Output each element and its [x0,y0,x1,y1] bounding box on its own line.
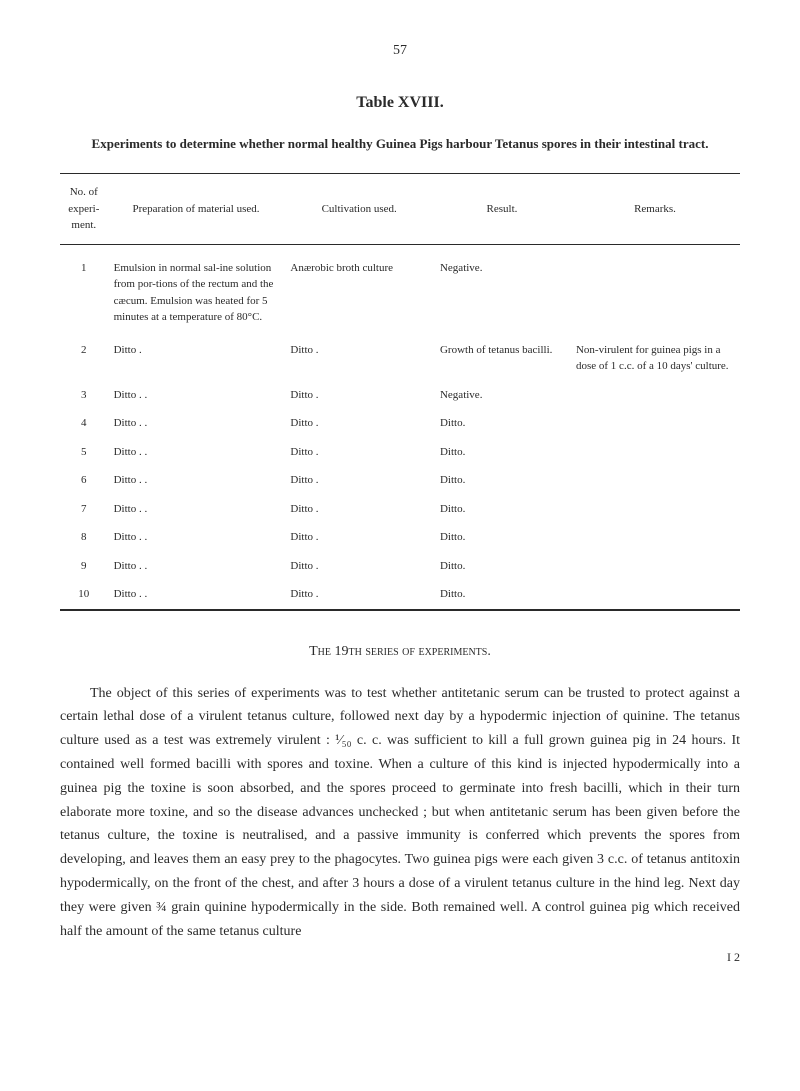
cell-remarks [570,552,740,581]
cell-prep: Ditto . . [108,495,285,524]
table-row: 8 Ditto . . Ditto . Ditto. [60,523,740,552]
cell-no: 1 [60,244,108,336]
cell-prep: Ditto . . [108,438,285,467]
cell-prep: Ditto . . [108,523,285,552]
table-row: 1 Emulsion in normal sal-ine solution fr… [60,244,740,336]
cell-cult: Ditto . [284,523,434,552]
cell-cult: Anærobic broth culture [284,244,434,336]
cell-prep: Ditto . . [108,466,285,495]
header-result: Result. [434,174,570,245]
table-row: 6 Ditto . . Ditto . Ditto. [60,466,740,495]
cell-result: Ditto. [434,495,570,524]
cell-result: Ditto. [434,409,570,438]
cell-no: 10 [60,580,108,610]
cell-result: Ditto. [434,466,570,495]
cell-cult: Ditto . [284,409,434,438]
cell-result: Ditto. [434,552,570,581]
header-remarks: Remarks. [570,174,740,245]
cell-remarks [570,381,740,410]
experiments-table: No. of experi-ment. Preparation of mater… [60,173,740,611]
cell-no: 8 [60,523,108,552]
cell-no: 4 [60,409,108,438]
cell-no: 3 [60,381,108,410]
cell-result: Ditto. [434,523,570,552]
page-number: 57 [60,40,740,61]
cell-prep: Ditto . . [108,381,285,410]
header-prep: Preparation of material used. [108,174,285,245]
page-signature: I 2 [60,948,740,966]
cell-prep: Ditto . . [108,409,285,438]
cell-remarks [570,495,740,524]
cell-prep: Ditto . . [108,552,285,581]
table-row: 4 Ditto . . Ditto . Ditto. [60,409,740,438]
cell-result: Negative. [434,244,570,336]
cell-result: Ditto. [434,438,570,467]
cell-no: 6 [60,466,108,495]
cell-remarks: Non-virulent for guinea pigs in a dose o… [570,336,740,381]
cell-remarks [570,466,740,495]
cell-remarks [570,523,740,552]
cell-cult: Ditto . [284,466,434,495]
cell-result: Ditto. [434,580,570,610]
cell-cult: Ditto . [284,552,434,581]
cell-prep: Ditto . [108,336,285,381]
table-row: 2 Ditto . Ditto . Growth of tetanus baci… [60,336,740,381]
cell-cult: Ditto . [284,336,434,381]
cell-remarks [570,244,740,336]
cell-no: 7 [60,495,108,524]
header-no: No. of experi-ment. [60,174,108,245]
cell-no: 5 [60,438,108,467]
cell-cult: Ditto . [284,580,434,610]
cell-remarks [570,409,740,438]
table-body: 1 Emulsion in normal sal-ine solution fr… [60,244,740,610]
cell-no: 9 [60,552,108,581]
table-row: 5 Ditto . . Ditto . Ditto. [60,438,740,467]
table-row: 3 Ditto . . Ditto . Negative. [60,381,740,410]
table-row: 7 Ditto . . Ditto . Ditto. [60,495,740,524]
cell-cult: Ditto . [284,495,434,524]
cell-result: Growth of tetanus bacilli. [434,336,570,381]
table-row: 9 Ditto . . Ditto . Ditto. [60,552,740,581]
table-title: Table XVIII. [60,91,740,115]
section-heading: The 19th series of experiments. [60,641,740,662]
cell-remarks [570,438,740,467]
table-header-row: No. of experi-ment. Preparation of mater… [60,174,740,245]
cell-cult: Ditto . [284,381,434,410]
table-row: 10 Ditto . . Ditto . Ditto. [60,580,740,610]
cell-result: Negative. [434,381,570,410]
cell-no: 2 [60,336,108,381]
cell-cult: Ditto . [284,438,434,467]
body-paragraph: The object of this series of experiments… [60,682,740,944]
table-caption: Experiments to determine whether normal … [60,135,740,153]
cell-remarks [570,580,740,610]
cell-prep: Emulsion in normal sal-ine solution from… [108,244,285,336]
header-cult: Cultivation used. [284,174,434,245]
cell-prep: Ditto . . [108,580,285,610]
